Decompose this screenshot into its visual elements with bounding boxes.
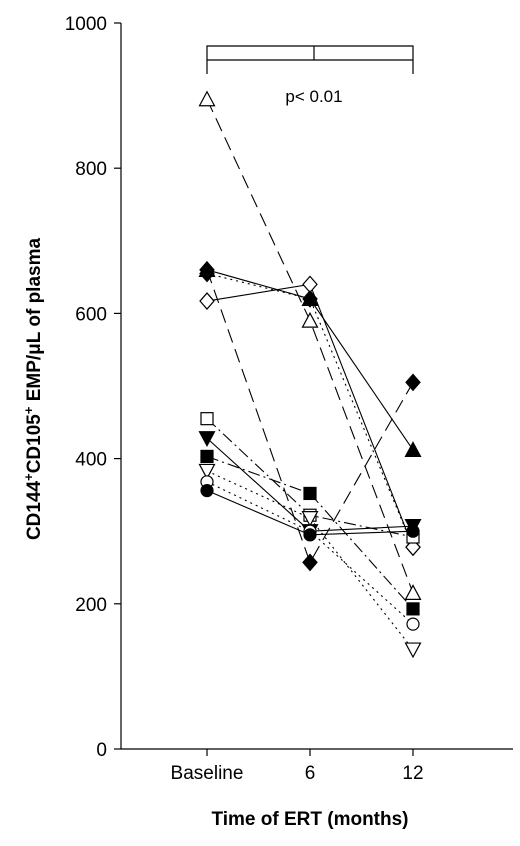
data-point	[200, 412, 214, 426]
y-tick-label: 200	[75, 595, 107, 616]
data-point	[200, 449, 214, 464]
data-point	[199, 292, 215, 310]
x-tick-label: 6	[305, 763, 316, 784]
series-line	[206, 470, 414, 650]
x-tick-label: 12	[402, 763, 423, 784]
data-point	[198, 463, 216, 480]
y-tick-label: 0	[96, 740, 107, 761]
data-point	[301, 311, 319, 328]
series-8	[200, 449, 420, 616]
data-point	[406, 524, 420, 538]
data-point	[405, 373, 421, 392]
series-5	[199, 260, 421, 572]
data-point	[303, 528, 317, 542]
data-point	[406, 617, 420, 631]
series-group	[198, 90, 422, 659]
y-tick-label: 600	[75, 304, 107, 325]
series-1	[198, 90, 422, 601]
data-point	[404, 642, 422, 659]
axes	[114, 22, 513, 756]
y-axis-title: CD144+CD105+ EMP/μL of plasma	[21, 238, 46, 541]
x-axis-title: Time of ERT (months)	[211, 809, 408, 830]
series-line	[206, 481, 414, 625]
tick-labels: 0 200 400 600 800 1000 Baseline 6 12	[65, 14, 424, 784]
data-point	[301, 511, 319, 527]
data-point	[198, 90, 216, 107]
data-point	[406, 602, 420, 616]
significance-bracket	[206, 45, 414, 74]
y-tick-label: 400	[75, 450, 107, 471]
data-point	[199, 260, 215, 279]
y-tick-label: 1000	[65, 14, 107, 35]
data-point	[302, 553, 318, 572]
x-tick-label: Baseline	[171, 763, 244, 784]
data-point	[198, 431, 216, 448]
series-9	[198, 463, 422, 659]
data-point	[200, 483, 214, 498]
series-3	[199, 275, 421, 557]
series-11	[200, 483, 420, 542]
data-point	[404, 584, 422, 601]
data-point	[404, 441, 422, 457]
data-point	[302, 275, 318, 294]
series-line	[206, 269, 414, 564]
y-tick-label: 800	[75, 159, 107, 180]
data-point	[303, 486, 317, 501]
p-value-annotation: p< 0.01	[285, 87, 342, 106]
data-point	[301, 290, 319, 306]
